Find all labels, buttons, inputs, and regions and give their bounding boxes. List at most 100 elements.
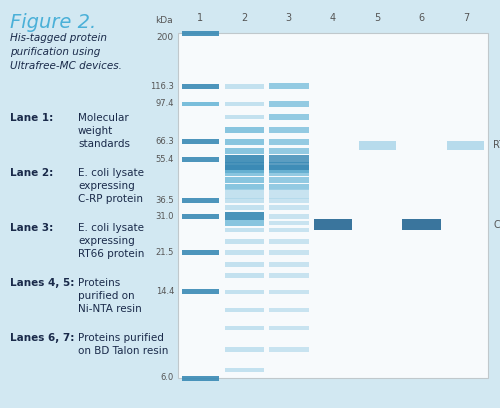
- Bar: [269, 290, 308, 294]
- Bar: [269, 239, 308, 244]
- Text: 4: 4: [330, 13, 336, 23]
- Text: 7: 7: [462, 13, 469, 23]
- Text: 6.0: 6.0: [161, 373, 174, 383]
- Bar: [269, 101, 308, 107]
- Bar: [182, 139, 218, 144]
- Bar: [224, 126, 264, 133]
- Text: 66.3: 66.3: [155, 137, 174, 146]
- Bar: [269, 308, 308, 312]
- Bar: [224, 171, 264, 176]
- Text: Proteins purified
on BD Talon resin: Proteins purified on BD Talon resin: [78, 333, 168, 356]
- Bar: [224, 189, 264, 193]
- Text: Lane 3:: Lane 3:: [10, 223, 53, 233]
- Bar: [269, 189, 308, 193]
- Text: 116.3: 116.3: [150, 82, 174, 91]
- Bar: [224, 213, 264, 220]
- Bar: [182, 31, 218, 35]
- Bar: [269, 326, 308, 330]
- Bar: [269, 262, 308, 267]
- Text: 55.4: 55.4: [156, 155, 174, 164]
- Bar: [224, 198, 264, 202]
- Bar: [224, 149, 264, 155]
- Text: 31.0: 31.0: [156, 212, 174, 221]
- Bar: [224, 273, 264, 278]
- Bar: [182, 214, 218, 219]
- Bar: [224, 102, 264, 106]
- Text: 21.5: 21.5: [156, 248, 174, 257]
- Text: 200: 200: [156, 33, 173, 42]
- Bar: [224, 184, 264, 190]
- Text: 2: 2: [242, 13, 248, 23]
- Bar: [182, 250, 218, 255]
- Bar: [224, 220, 264, 226]
- Text: 36.5: 36.5: [156, 196, 174, 205]
- Text: Lanes 6, 7:: Lanes 6, 7:: [10, 333, 74, 343]
- Bar: [269, 184, 308, 190]
- Bar: [269, 221, 308, 225]
- Text: E. coli lysate
expressing
RT66 protein: E. coli lysate expressing RT66 protein: [78, 223, 144, 259]
- Bar: [224, 308, 264, 312]
- Bar: [182, 102, 218, 106]
- Text: Lanes 4, 5:: Lanes 4, 5:: [10, 278, 74, 288]
- Bar: [224, 205, 264, 210]
- Bar: [224, 250, 264, 255]
- Bar: [314, 219, 352, 230]
- Text: Lane 2:: Lane 2:: [10, 168, 53, 178]
- Bar: [269, 139, 308, 144]
- Text: 1: 1: [197, 13, 203, 23]
- Bar: [269, 228, 308, 232]
- Bar: [224, 368, 264, 373]
- Bar: [182, 198, 218, 203]
- Bar: [269, 171, 308, 176]
- Text: 6: 6: [418, 13, 424, 23]
- Bar: [224, 262, 264, 267]
- Text: 97.4: 97.4: [156, 99, 174, 108]
- Bar: [224, 165, 264, 173]
- Text: Lane 1:: Lane 1:: [10, 113, 53, 123]
- Bar: [269, 162, 308, 170]
- Text: His-tagged protein
purification using
Ultrafree-MC devices.: His-tagged protein purification using Ul…: [10, 33, 122, 71]
- Bar: [269, 273, 308, 278]
- Bar: [269, 83, 308, 89]
- Bar: [182, 375, 218, 381]
- Text: RT66: RT66: [493, 140, 500, 150]
- Bar: [224, 239, 264, 244]
- Bar: [224, 348, 264, 352]
- Bar: [269, 126, 308, 133]
- Text: 14.4: 14.4: [156, 287, 174, 296]
- Bar: [269, 177, 308, 183]
- Bar: [269, 348, 308, 352]
- Bar: [224, 290, 264, 294]
- Bar: [178, 33, 488, 378]
- Bar: [269, 205, 308, 210]
- Bar: [224, 326, 264, 330]
- Bar: [182, 289, 218, 294]
- Bar: [269, 165, 308, 173]
- Bar: [224, 162, 264, 170]
- Bar: [269, 149, 308, 155]
- Bar: [224, 115, 264, 120]
- Text: 3: 3: [286, 13, 292, 23]
- Bar: [224, 84, 264, 89]
- Text: Figure 2.: Figure 2.: [10, 13, 96, 32]
- Bar: [182, 157, 218, 162]
- Text: C-RP: C-RP: [493, 220, 500, 230]
- Text: E. coli lysate
expressing
C-RP protein: E. coli lysate expressing C-RP protein: [78, 168, 144, 204]
- Bar: [224, 228, 264, 232]
- Text: Molecular
weight
standards: Molecular weight standards: [78, 113, 130, 149]
- Bar: [224, 155, 264, 163]
- Bar: [269, 194, 308, 199]
- Text: 5: 5: [374, 13, 380, 23]
- Bar: [269, 114, 308, 120]
- Bar: [224, 194, 264, 199]
- Bar: [402, 219, 442, 230]
- Bar: [448, 141, 484, 150]
- Bar: [269, 214, 308, 219]
- Bar: [182, 84, 218, 89]
- Text: kDa: kDa: [156, 16, 173, 25]
- Bar: [269, 155, 308, 163]
- Bar: [224, 177, 264, 183]
- Bar: [269, 198, 308, 202]
- Bar: [358, 141, 396, 150]
- Text: Proteins
purified on
Ni-NTA resin: Proteins purified on Ni-NTA resin: [78, 278, 142, 315]
